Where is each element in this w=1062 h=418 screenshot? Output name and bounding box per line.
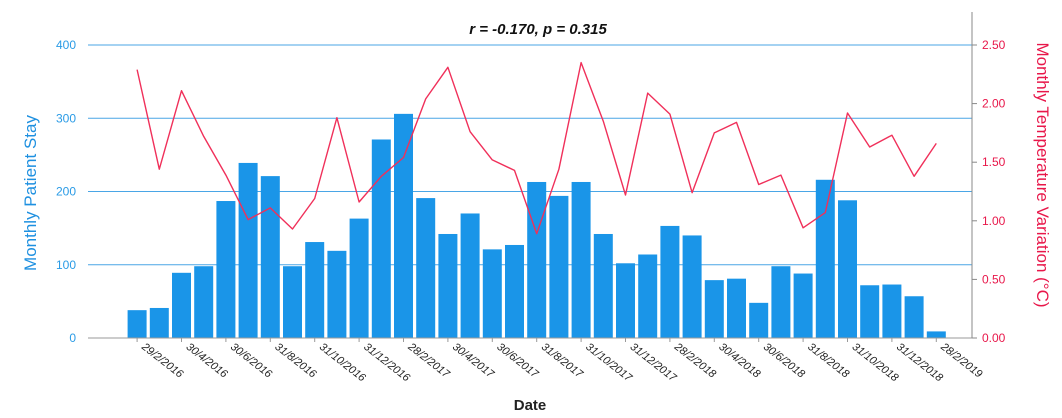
- x-tick-label: 28/2/2017: [405, 340, 452, 381]
- bar: [149, 307, 169, 338]
- y-axis-left-label: Monthly Patient Stay: [21, 115, 40, 271]
- x-tick-label: 30/6/2016: [228, 341, 275, 381]
- bar-layer: [127, 113, 946, 338]
- bar: [371, 139, 391, 338]
- y-right-tick-label: 2.50: [982, 38, 1006, 52]
- bar: [571, 181, 591, 338]
- bar: [216, 201, 236, 338]
- bar: [460, 213, 480, 338]
- y-right-tick-label: 2.00: [982, 97, 1006, 111]
- bar: [283, 266, 302, 338]
- x-tick-label: 31/8/2016: [272, 341, 319, 381]
- bar: [172, 272, 191, 338]
- bar: [527, 181, 547, 338]
- bar: [838, 200, 857, 338]
- x-tick-label: 28/2/2018: [671, 340, 718, 381]
- x-tick-label: 30/4/2016: [184, 341, 231, 381]
- bar: [926, 331, 946, 338]
- y-right-tick-label: 1.50: [982, 155, 1006, 169]
- y-left-tick-label: 100: [56, 258, 76, 272]
- y-right-tick-label: 1.00: [982, 214, 1006, 228]
- bar: [349, 218, 369, 338]
- x-tick-label: 31/12/2016: [361, 341, 412, 385]
- x-tick-label: 30/6/2017: [494, 341, 541, 381]
- bar: [882, 284, 902, 338]
- x-tick-label: 30/4/2017: [450, 341, 497, 381]
- y-left-tick-label: 0: [69, 331, 76, 345]
- x-tick-label: 30/4/2018: [716, 341, 763, 381]
- y-right-tick-label: 0.50: [982, 272, 1006, 286]
- bar: [815, 179, 835, 338]
- bar: [704, 280, 724, 338]
- bar: [305, 242, 325, 338]
- line-layer: [136, 61, 937, 235]
- x-tick-label: 31/8/2017: [539, 341, 586, 381]
- x-tick-label: 31/10/2017: [583, 341, 634, 385]
- bar: [904, 296, 924, 338]
- x-tick-label: 31/12/2017: [628, 341, 679, 385]
- x-tick-label: 31/10/2016: [317, 341, 368, 385]
- y-left-tick-label: 300: [56, 111, 76, 125]
- bar: [616, 263, 635, 338]
- bar: [238, 162, 258, 338]
- bar: [327, 250, 347, 338]
- bar: [682, 235, 702, 338]
- x-axis-label: Date: [514, 397, 547, 414]
- y-left-tick-label: 200: [56, 185, 76, 199]
- temperature-line: [136, 61, 937, 235]
- bar: [394, 113, 413, 338]
- x-tick-label: 30/6/2018: [761, 341, 808, 381]
- bar: [505, 244, 524, 338]
- y-axis-right-label: Monthly Temperature Variation (°C): [1033, 42, 1052, 307]
- x-tick-label: 29/2/2016: [138, 340, 185, 381]
- bar: [416, 198, 436, 338]
- bar: [438, 233, 458, 338]
- x-tick-label: 31/12/2018: [894, 341, 945, 385]
- bar: [127, 310, 147, 338]
- y-right-tick-label: 0.00: [982, 331, 1006, 345]
- bar: [771, 266, 791, 338]
- chart-title: r = -0.170, p = 0.315: [469, 21, 607, 38]
- x-tick-label: 31/10/2018: [850, 341, 901, 385]
- bar: [593, 233, 613, 338]
- y-left-tick-label: 400: [56, 38, 76, 52]
- bar: [260, 176, 280, 338]
- bar: [549, 195, 569, 338]
- bar: [482, 249, 502, 338]
- bar: [860, 285, 880, 338]
- x-tick-label: 31/8/2018: [805, 341, 852, 381]
- bar: [194, 266, 214, 338]
- bar: [793, 273, 813, 338]
- bar: [660, 225, 680, 338]
- bar: [749, 302, 769, 338]
- bar: [727, 278, 746, 338]
- bar: [638, 254, 658, 338]
